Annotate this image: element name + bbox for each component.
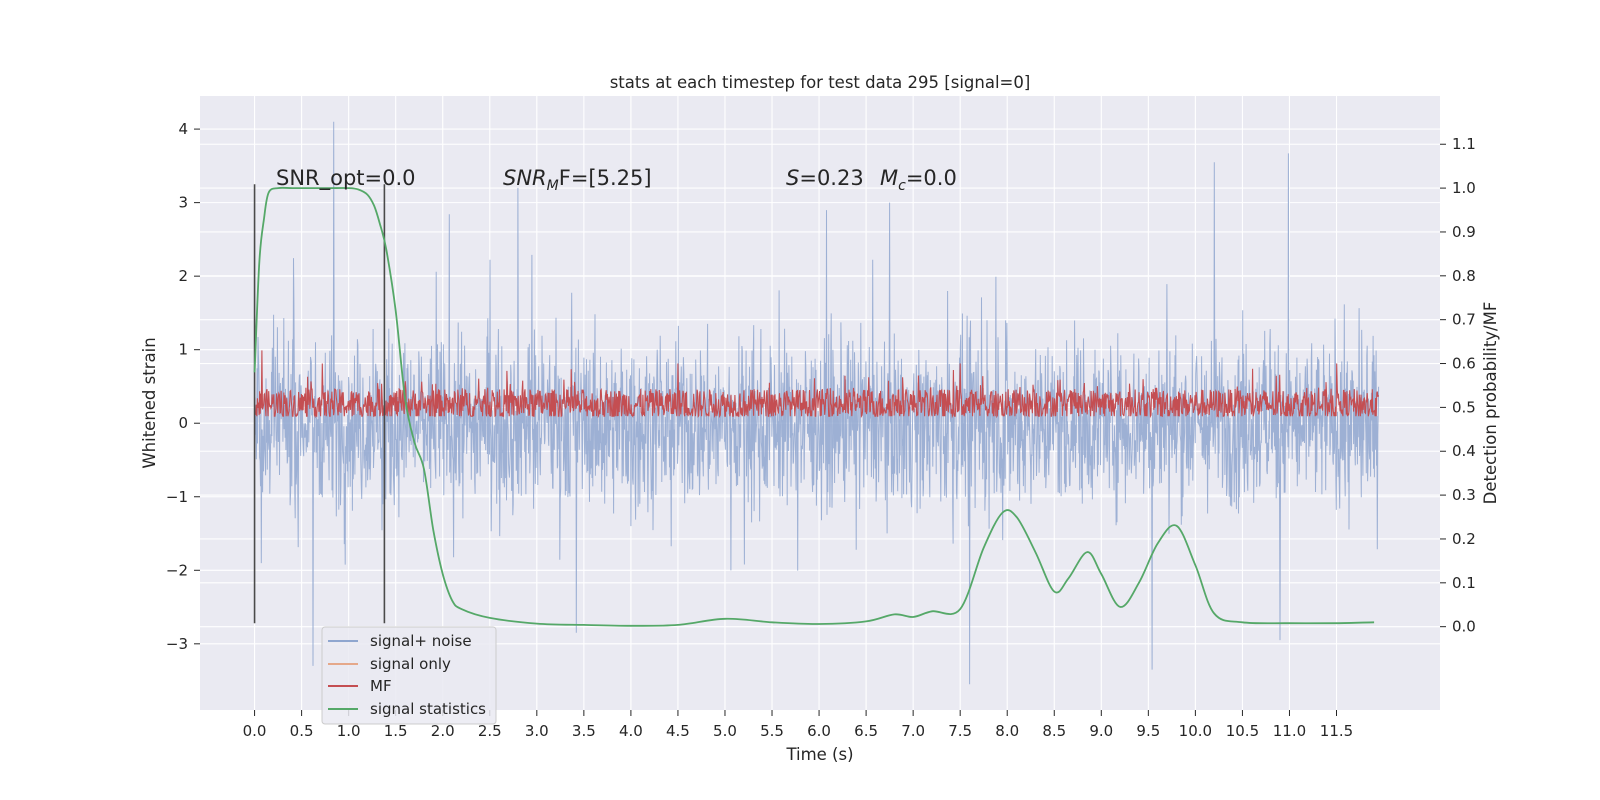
- x-tick-label: 6.0: [807, 722, 831, 740]
- right-y-tick-label: 0.1: [1452, 574, 1476, 592]
- x-tick-label: 5.5: [760, 722, 784, 740]
- x-tick-label: 4.0: [619, 722, 643, 740]
- legend-label-signal-only: signal only: [370, 655, 451, 673]
- x-tick-label: 9.5: [1136, 722, 1160, 740]
- left-y-tick-label: 4: [178, 120, 188, 138]
- x-tick-label: 1.5: [384, 722, 408, 740]
- x-tick-label: 1.0: [337, 722, 361, 740]
- legend: signal+ noise signal only MF signal stat…: [321, 626, 497, 725]
- right-y-tick-label: 1.0: [1452, 179, 1476, 197]
- snr-mf-label: SNR: [503, 166, 547, 190]
- x-tick-label: 11.0: [1273, 722, 1306, 740]
- x-tick-label: 11.5: [1320, 722, 1353, 740]
- right-y-tick-labels: 0.0 0.1 0.2 0.3 0.4 0.5 0.6 0.7 0.8 0.9 1.0 1.1: [1440, 135, 1476, 636]
- right-y-tick-label: 0.3: [1452, 486, 1476, 504]
- right-y-tick-label: 0.0: [1452, 618, 1476, 636]
- series-mf: [254, 350, 1380, 419]
- right-y-tick-label: 0.2: [1452, 530, 1476, 548]
- legend-label-mf: MF: [370, 677, 392, 695]
- snr-mf-subscript: M: [547, 178, 559, 194]
- left-y-tick-label: −2: [166, 561, 188, 579]
- x-tick-label: 0.0: [243, 722, 267, 740]
- snr-mf-value: F=[5.25]: [559, 166, 652, 190]
- right-y-tick-label: 0.5: [1452, 398, 1476, 416]
- x-tick-label: 7.0: [901, 722, 925, 740]
- legend-label-signal-statistics: signal statistics: [370, 700, 486, 718]
- vertical-markers: [253, 184, 386, 624]
- left-y-tick-label: −1: [166, 488, 188, 506]
- right-y-tick-label: 0.8: [1452, 267, 1476, 285]
- x-axis-label: Time (s): [785, 745, 853, 764]
- right-y-tick-label: 0.9: [1452, 223, 1476, 241]
- x-tick-label: 9.0: [1089, 722, 1113, 740]
- mc-subscript: c: [898, 178, 906, 194]
- annotation-mc: Mc=0.0: [880, 166, 957, 194]
- left-y-axis-label: Whitened strain: [140, 337, 159, 468]
- x-tick-label: 10.0: [1179, 722, 1212, 740]
- annotation-s: S=0.23: [786, 166, 864, 190]
- x-tick-label: 8.5: [1042, 722, 1066, 740]
- left-y-tick-label: 2: [178, 267, 188, 285]
- x-tick-label: 7.5: [948, 722, 972, 740]
- right-y-tick-label: 0.7: [1452, 311, 1476, 329]
- right-y-tick-label: 0.6: [1452, 355, 1476, 373]
- x-tick-labels: 0.0 0.5 1.0 1.5 2.0 2.5 3.0 3.5 4.0 4.5 5.0 5.5 6.0 6…: [243, 710, 1353, 740]
- series-signal-statistics: [253, 186, 1375, 627]
- x-tick-label: 2.5: [478, 722, 502, 740]
- s-value: =0.23: [799, 166, 863, 190]
- left-y-tick-label: 1: [178, 341, 188, 359]
- x-tick-label: 5.0: [713, 722, 737, 740]
- left-y-tick-labels: −3 −2 −1 0 1 2 3 4: [166, 120, 200, 653]
- annotation-snr-mf: SNRMF=[5.25]: [503, 166, 652, 194]
- x-tick-label: 3.5: [572, 722, 596, 740]
- left-y-tick-label: −3: [166, 635, 188, 653]
- chart-title: stats at each timestep for test data 295…: [610, 73, 1031, 92]
- x-tick-label: 2.0: [431, 722, 455, 740]
- annotation-snr-opt: SNR_opt=0.0: [276, 166, 416, 191]
- mc-label: M: [880, 166, 898, 190]
- s-label: S: [786, 166, 799, 190]
- left-y-tick-label: 3: [178, 194, 188, 212]
- x-tick-label: 3.0: [525, 722, 549, 740]
- legend-box: [321, 626, 497, 725]
- x-tick-label: 6.5: [854, 722, 878, 740]
- signal-statistics-line: [253, 186, 1375, 627]
- right-y-tick-label: 0.4: [1452, 442, 1476, 460]
- mf-line: [254, 350, 1380, 419]
- x-tick-label: 8.0: [995, 722, 1019, 740]
- left-y-tick-label: 0: [178, 414, 188, 432]
- x-tick-label: 4.5: [666, 722, 690, 740]
- x-tick-label: 10.5: [1226, 722, 1259, 740]
- x-tick-label: 0.5: [290, 722, 314, 740]
- legend-label-signal-noise: signal+ noise: [370, 632, 472, 650]
- right-y-tick-label: 1.1: [1452, 135, 1476, 153]
- mc-value: =0.0: [906, 166, 957, 190]
- right-y-axis-label: Detection probability/MF: [1481, 302, 1500, 505]
